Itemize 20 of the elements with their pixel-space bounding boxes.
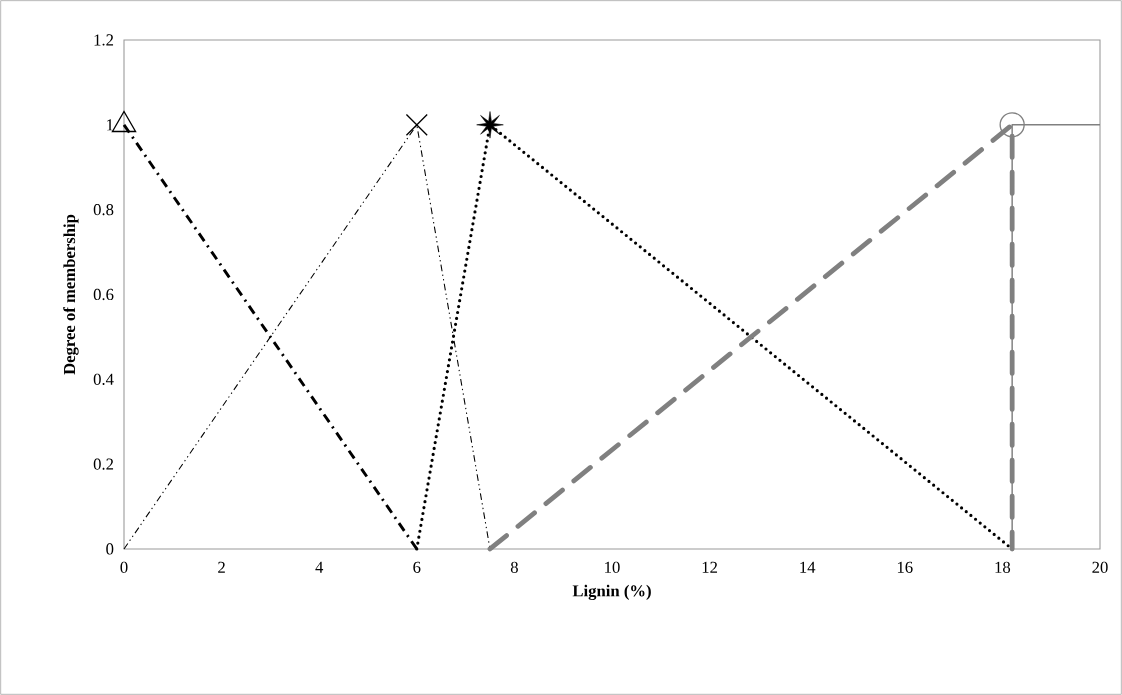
y-axis-title: Degree of membership xyxy=(63,214,79,375)
x-tick-label: 8 xyxy=(510,561,518,573)
x-tick-label: 14 xyxy=(800,561,816,573)
x-tick-label: 10 xyxy=(605,561,620,573)
x-axis-title: Lignin (%) xyxy=(572,584,651,601)
x-tick-label: 20 xyxy=(1092,561,1108,573)
x-tick-label: 2 xyxy=(218,561,225,573)
x-tick-label: 6 xyxy=(413,561,421,573)
y-tick-label: 0 xyxy=(106,543,114,555)
x-tick-label: 12 xyxy=(702,561,718,573)
y-tick-label: 1.2 xyxy=(94,34,114,46)
y-tick-label: 0.8 xyxy=(93,204,114,216)
y-tick-label: 1 xyxy=(107,119,113,131)
x-tick-label: 0 xyxy=(120,561,128,573)
x-tick-label: 18 xyxy=(995,561,1011,573)
x-tick-label: 16 xyxy=(897,561,913,573)
y-tick-label: 0.2 xyxy=(93,458,114,470)
y-tick-label: 0.6 xyxy=(93,288,114,301)
y-tick-label: 0.4 xyxy=(93,373,114,385)
x-tick-label: 4 xyxy=(315,561,324,573)
